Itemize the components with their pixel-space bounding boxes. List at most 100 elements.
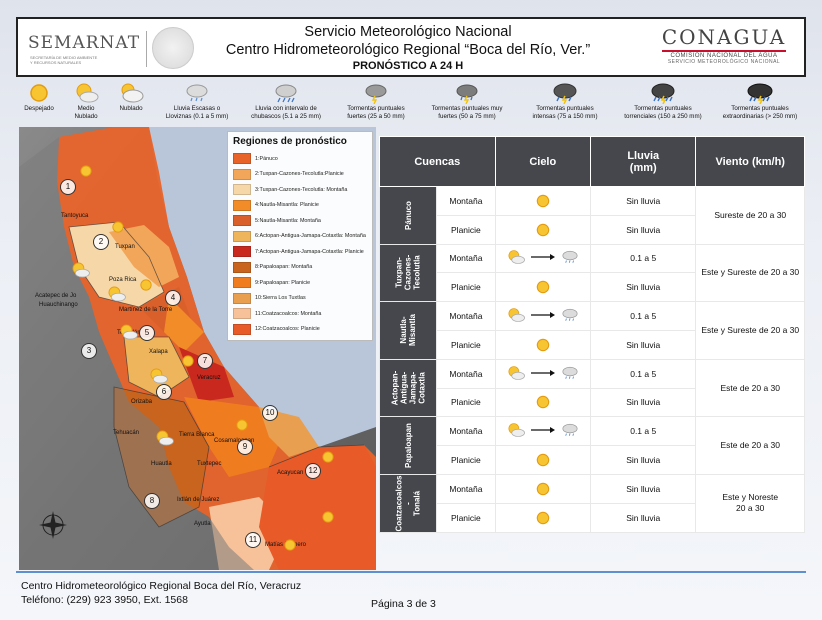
basin-name-cell: Actopan- Antigua- Jamapa- Cotaxtla	[378, 358, 438, 418]
region-row: 11:Coatzacoalcos: Montaña	[233, 306, 367, 322]
sun-icon	[536, 396, 550, 409]
sun-icon	[112, 221, 124, 233]
sky-cell	[494, 186, 591, 216]
rain-cell: Sin lluvia	[589, 214, 697, 245]
basin-name-cell: Coatzacoalcos - Tonalá	[378, 473, 438, 533]
wind-cell: Sureste de 20 a 30	[695, 186, 805, 245]
place-label: Huautla	[151, 461, 172, 467]
region-swatch	[233, 199, 251, 211]
rain-cell: Sin lluvia	[589, 502, 697, 533]
region-row: 9:Papaloapan: Planicie	[233, 275, 367, 291]
arrow-right-icon	[530, 427, 555, 434]
sky-cell	[494, 214, 591, 245]
terrain-cell: Montaña	[436, 358, 496, 389]
region-row: 8:Papaloapan: Montaña	[233, 260, 367, 276]
legend-item-despejado: Despejado	[16, 82, 62, 124]
region-swatch	[233, 215, 251, 227]
table-row: Planicie Sin lluvia	[380, 272, 805, 303]
drizzle-icon	[562, 366, 578, 379]
rain-cell: Sin lluvia	[589, 272, 697, 303]
region-row: 5:Nautla-Misantla: Montaña	[233, 213, 367, 229]
conagua-sub1: COMISIÓN NACIONAL DEL AGUA	[670, 53, 778, 59]
region-number: 7	[197, 353, 213, 369]
partly-cloudy-icon	[508, 423, 525, 438]
place-label: Martínez de la Torre	[119, 307, 173, 313]
legend-item-tormentas-extraordinarias: Tormentas puntuales extraordinarias (> 2…	[714, 82, 806, 124]
header-titles: Servicio Meteorológico Nacional Centro H…	[208, 23, 608, 73]
semarnat-sub1: SECRETARÍA DE MEDIO AMBIENTE	[30, 55, 98, 60]
drizzle-icon	[562, 309, 578, 321]
drizzle-icon	[186, 84, 208, 102]
sun-icon	[80, 165, 92, 177]
sky-cell	[494, 301, 591, 331]
semarnat-wordmark: SEMARNAT	[28, 33, 141, 53]
wind-cell: Este y Noreste 20 a 30	[695, 473, 805, 533]
sky-change	[506, 422, 580, 438]
region-number: 1	[60, 179, 76, 195]
sky-cell	[494, 243, 591, 274]
arrow-right-icon	[530, 369, 555, 376]
header-cuencas: Cuencas	[379, 136, 496, 187]
arrow-right-icon	[530, 312, 555, 319]
page-number: Página 3 de 3	[371, 598, 436, 610]
terrain-cell: Planicie	[436, 272, 496, 303]
rain-cell: Sin lluvia	[589, 473, 697, 504]
sky-cell	[494, 358, 591, 389]
drizzle-icon	[562, 424, 578, 437]
terrain-cell: Planicie	[436, 445, 496, 475]
region-row: 6:Actopan-Antigua-Jamapa-Cotaxtla: Monta…	[233, 229, 367, 245]
terrain-cell: Montaña	[436, 301, 496, 331]
region-row: 1:Pánuco	[233, 151, 367, 167]
legend-item-tormentas-muy-fuertes: Tormentas puntuales muy fuertes (50 a 75…	[420, 82, 514, 124]
footer-phone: Teléfono: (229) 923 3950, Ext. 1568	[21, 594, 188, 606]
partly-cloudy-icon	[508, 250, 525, 265]
compass-icon	[39, 511, 67, 539]
rain-cell: 0.1 a 5	[589, 301, 697, 331]
logo-divider	[146, 31, 147, 67]
legend-item-nublado: Nublado	[110, 82, 152, 124]
legend-item-lloviznas: Lluvia Escasas o Lloviznas (0.1 a 5 mm)	[156, 82, 238, 124]
place-label: Xalapa	[149, 349, 168, 355]
legend-item-medio-nublado: Medio Nublado	[64, 82, 108, 124]
conagua-rule	[662, 50, 786, 52]
terrain-cell: Planicie	[436, 214, 496, 245]
service-title: Servicio Meteorológico Nacional	[304, 24, 512, 40]
sun-icon	[182, 355, 194, 367]
region-number: 2	[93, 234, 109, 250]
drizzle-icon	[562, 251, 578, 264]
sky-change	[506, 365, 580, 381]
partly-cloudy-icon	[120, 324, 138, 340]
region-row: 7:Actopan-Antigua-Jamapa-Cotaxtla: Plani…	[233, 244, 367, 260]
wind-cell: Este y Sureste de 20 a 30	[695, 243, 805, 303]
conagua-sub2: SERVICIO METEOROLÓGICO NACIONAL	[667, 59, 781, 65]
region-row: 12:Coatzacoalcos: Planicie	[233, 322, 367, 338]
rain-cell: 0.1 a 5	[589, 416, 697, 447]
place-label: Tuxtepec	[197, 461, 222, 467]
sun-icon	[30, 84, 48, 102]
region-swatch	[233, 277, 251, 289]
basin-name-cell: Papaloapan	[378, 416, 438, 475]
legend-item-tormentas-fuertes: Tormentas puntuales fuertes (25 a 50 mm)	[334, 82, 418, 124]
table-row: Tuxpan- Cazones- Tecolutla Montaña 0.1 a 5…	[378, 243, 805, 303]
legend-item-tormentas-intensas: Tormentas puntuales intensas (75 a 150 m…	[520, 82, 610, 124]
table-row: Actopan- Antigua- Jamapa- Cotaxtla Montañ…	[378, 358, 805, 418]
semarnat-logo: SEMARNAT SECRETARÍA DE MEDIO AMBIENTE Y …	[24, 27, 202, 69]
region-swatch	[233, 308, 251, 320]
region-swatch	[233, 292, 251, 304]
rain-cell: Sin lluvia	[589, 387, 697, 418]
partly-cloudy-icon	[108, 286, 126, 302]
table-row: Planicie Sin lluvia	[380, 214, 805, 245]
basin-name-cell: Tuxpan- Cazones- Tecolutla	[378, 243, 438, 303]
basin-name-cell: Pánuco	[378, 186, 438, 245]
terrain-cell: Montaña	[436, 416, 496, 447]
basin-name: Pánuco	[403, 200, 413, 230]
forecast-title: PRONÓSTICO A 24 H	[352, 60, 464, 72]
place-label: Tierra Blanca	[179, 432, 215, 438]
partly-cloudy-icon	[150, 368, 168, 384]
cloudy-icon	[121, 83, 144, 103]
table-row: Pánuco Montaña Sin lluvia Sureste de 20 a 3…	[378, 186, 805, 245]
conagua-logo: CONAGUA COMISIÓN NACIONAL DEL AGUA SERVI…	[654, 25, 794, 71]
semarnat-sub2: Y RECURSOS NATURALES	[30, 60, 82, 65]
rain-cell: Sin lluvia	[589, 186, 697, 216]
table-row: Papaloapan Montaña 0.1 a 5 Este de 20 a 30	[378, 416, 805, 475]
